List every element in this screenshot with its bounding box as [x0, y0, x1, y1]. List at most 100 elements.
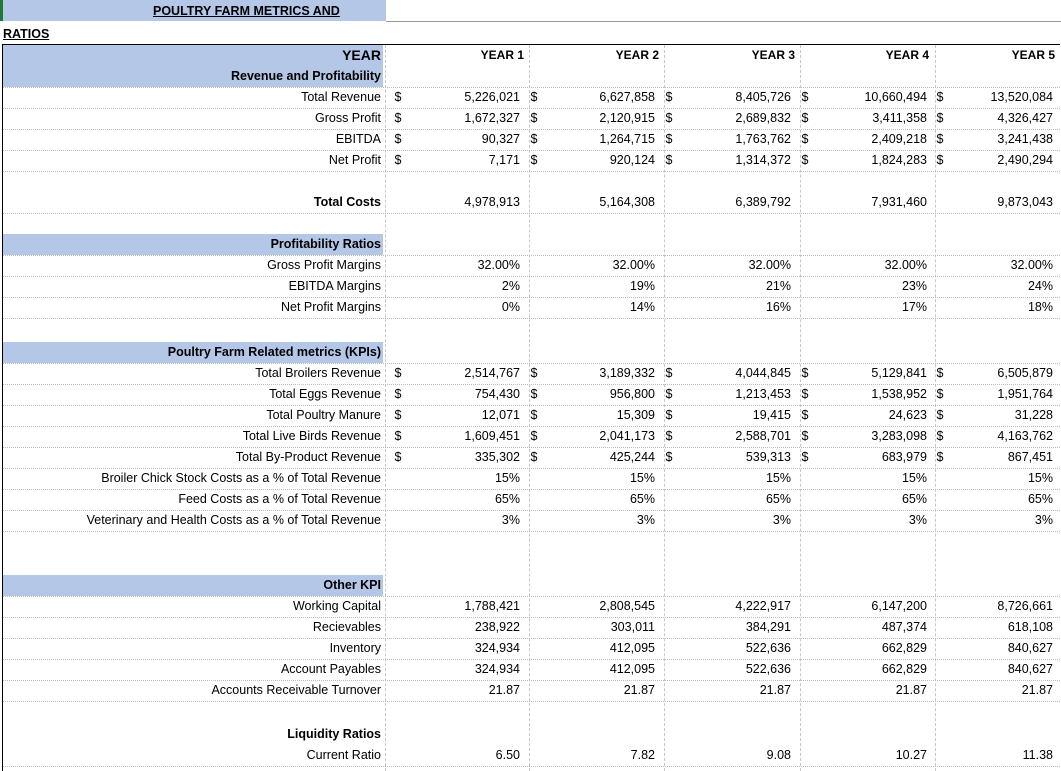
value-cell[interactable]: 2%: [501, 279, 520, 293]
value-cell[interactable]: 15%: [629, 471, 655, 485]
value-cell[interactable]: 32.00%: [748, 258, 791, 272]
value-cell[interactable]: 6,627,858: [599, 90, 655, 104]
value-cell[interactable]: 662,829: [881, 662, 927, 676]
value-cell[interactable]: 21.87: [623, 683, 655, 697]
value-cell[interactable]: 522,636: [745, 662, 791, 676]
value-cell[interactable]: 3%: [772, 513, 791, 527]
value-cell[interactable]: 6,505,879: [997, 366, 1053, 380]
value-cell[interactable]: 6,389,792: [735, 195, 791, 209]
sheet-title[interactable]: POULTRY FARM METRICS AND RATIOS: [3, 0, 386, 41]
value-cell[interactable]: 24,623: [888, 408, 927, 422]
value-cell[interactable]: 32.00%: [612, 258, 655, 272]
value-cell[interactable]: 3,411,358: [872, 111, 927, 125]
value-cell[interactable]: 11.38: [1022, 748, 1053, 762]
value-cell[interactable]: 3%: [501, 513, 520, 527]
value-cell[interactable]: 1,264,715: [599, 132, 655, 146]
value-cell[interactable]: 10,660,494: [864, 90, 927, 104]
value-cell[interactable]: 1,763,762: [735, 132, 791, 146]
value-cell[interactable]: 31,228: [1014, 408, 1053, 422]
value-cell[interactable]: 2,041,173: [599, 429, 655, 443]
value-cell[interactable]: 4,222,917: [735, 599, 791, 613]
value-cell[interactable]: 19%: [629, 279, 655, 293]
value-cell[interactable]: 65%: [901, 492, 927, 506]
value-cell[interactable]: 4,163,762: [997, 429, 1053, 443]
value-cell[interactable]: 21.87: [1021, 683, 1053, 697]
value-cell[interactable]: 32.00%: [884, 258, 927, 272]
value-cell[interactable]: 65%: [494, 492, 520, 506]
value-cell[interactable]: 15,309: [616, 408, 655, 422]
value-cell[interactable]: 238,922: [474, 620, 520, 634]
value-cell[interactable]: 7.82: [630, 748, 655, 762]
value-cell[interactable]: 412,095: [609, 641, 655, 655]
value-cell[interactable]: 1,213,453: [735, 387, 791, 401]
value-cell[interactable]: 21.87: [895, 683, 927, 697]
value-cell[interactable]: 487,374: [881, 620, 927, 634]
value-cell[interactable]: 65%: [629, 492, 655, 506]
value-cell[interactable]: 15%: [765, 471, 791, 485]
value-cell[interactable]: 15%: [1027, 471, 1053, 485]
value-cell[interactable]: 6,147,200: [871, 599, 927, 613]
value-cell[interactable]: 3,241,438: [997, 132, 1053, 146]
value-cell[interactable]: 7,931,460: [871, 195, 927, 209]
year-column-header[interactable]: YEAR 1: [480, 48, 524, 62]
value-cell[interactable]: 1,951,764: [997, 387, 1053, 401]
value-cell[interactable]: 2,808,545: [599, 599, 655, 613]
value-cell[interactable]: 867,451: [1007, 450, 1053, 464]
value-cell[interactable]: 15%: [494, 471, 520, 485]
value-cell[interactable]: 32.00%: [1010, 258, 1053, 272]
value-cell[interactable]: 2,409,218: [871, 132, 927, 146]
year-column-header[interactable]: YEAR 2: [615, 48, 659, 62]
value-cell[interactable]: 522,636: [745, 641, 791, 655]
value-cell[interactable]: 618,108: [1007, 620, 1053, 634]
value-cell[interactable]: 7,171: [488, 153, 520, 167]
value-cell[interactable]: 4,044,845: [735, 366, 791, 380]
value-cell[interactable]: 32.00%: [477, 258, 520, 272]
value-cell[interactable]: 24%: [1027, 279, 1053, 293]
value-cell[interactable]: 8,405,726: [735, 90, 791, 104]
value-cell[interactable]: 9.08: [766, 748, 791, 762]
value-cell[interactable]: 956,800: [609, 387, 655, 401]
value-cell[interactable]: 5,226,021: [464, 90, 520, 104]
value-cell[interactable]: 6.50: [495, 748, 520, 762]
value-cell[interactable]: 90,327: [481, 132, 520, 146]
value-cell[interactable]: 9,873,043: [997, 195, 1053, 209]
value-cell[interactable]: 3%: [908, 513, 927, 527]
value-cell[interactable]: 2,490,294: [997, 153, 1053, 167]
value-cell[interactable]: 19,415: [752, 408, 791, 422]
value-cell[interactable]: 5,164,308: [599, 195, 655, 209]
value-cell[interactable]: 754,430: [474, 387, 520, 401]
value-cell[interactable]: 17%: [901, 300, 927, 314]
value-cell[interactable]: 21%: [765, 279, 791, 293]
value-cell[interactable]: 384,291: [745, 620, 791, 634]
value-cell[interactable]: 21.87: [488, 683, 520, 697]
year-column-header[interactable]: YEAR 5: [1011, 48, 1055, 62]
value-cell[interactable]: 3,283,098: [871, 429, 927, 443]
value-cell[interactable]: 2,588,701: [735, 429, 791, 443]
value-cell[interactable]: 683,979: [881, 450, 927, 464]
value-cell[interactable]: 2,514,767: [464, 366, 520, 380]
value-cell[interactable]: 18%: [1027, 300, 1053, 314]
value-cell[interactable]: 335,302: [474, 450, 520, 464]
value-cell[interactable]: 412,095: [609, 662, 655, 676]
year-column-header[interactable]: YEAR 4: [885, 48, 929, 62]
value-cell[interactable]: 21.87: [759, 683, 791, 697]
value-cell[interactable]: 1,672,327: [464, 111, 520, 125]
value-cell[interactable]: 662,829: [881, 641, 927, 655]
value-cell[interactable]: 425,244: [609, 450, 655, 464]
value-cell[interactable]: 2,689,832: [735, 111, 791, 125]
year-column-header[interactable]: YEAR 3: [751, 48, 795, 62]
value-cell[interactable]: 324,934: [474, 662, 520, 676]
value-cell[interactable]: 539,313: [745, 450, 791, 464]
value-cell[interactable]: 65%: [1027, 492, 1053, 506]
value-cell[interactable]: 303,011: [610, 620, 655, 634]
value-cell[interactable]: 840,627: [1007, 662, 1053, 676]
value-cell[interactable]: 3%: [636, 513, 655, 527]
value-cell[interactable]: 10.27: [895, 748, 927, 762]
value-cell[interactable]: 16%: [765, 300, 791, 314]
value-cell[interactable]: 23%: [901, 279, 927, 293]
value-cell[interactable]: 5,129,841: [871, 366, 927, 380]
value-cell[interactable]: 3%: [1034, 513, 1053, 527]
value-cell[interactable]: 840,627: [1007, 641, 1053, 655]
value-cell[interactable]: 65%: [765, 492, 791, 506]
value-cell[interactable]: 12,071: [481, 408, 520, 422]
